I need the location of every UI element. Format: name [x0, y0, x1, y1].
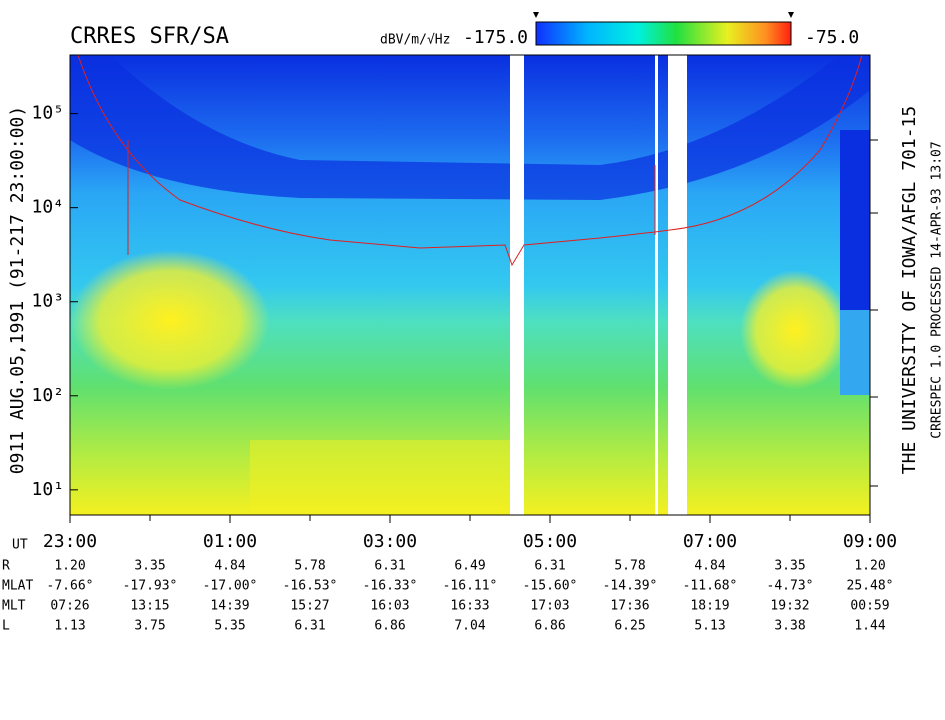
ephemeris-value: 6.25 [614, 619, 645, 634]
ephemeris-value: 19:32 [770, 599, 809, 614]
x-tick-label: 03:00 [363, 531, 417, 552]
y-tick-label: 10⁴ [31, 197, 64, 218]
ephemeris-row-label: MLT [2, 599, 26, 614]
x-tick-label: 09:00 [843, 531, 897, 552]
ephemeris-value: 13:15 [130, 599, 169, 614]
ephemeris-value: 17:03 [530, 599, 569, 614]
ephemeris-value: 1.20 [54, 559, 85, 574]
ephemeris-value: -17.93° [123, 579, 178, 594]
ephemeris-value: 4.84 [214, 559, 245, 574]
x-tick-label: 05:00 [523, 531, 577, 552]
ephemeris-value: -15.60° [523, 579, 578, 594]
ephemeris-value: 1.13 [54, 619, 85, 634]
ephemeris-value: 5.35 [214, 619, 245, 634]
ut-label: UT [12, 538, 28, 553]
x-tick-label: 01:00 [203, 531, 257, 552]
side-label: 0911 AUG.05,1991 (91-217 23:00:00) [7, 106, 28, 474]
ephemeris-value: 25.48° [847, 579, 894, 594]
ephemeris-value: -4.73° [767, 579, 814, 594]
ephemeris-value: 16:33 [450, 599, 489, 614]
ephemeris-value: -16.33° [363, 579, 418, 594]
ephemeris-value: 5.78 [614, 559, 645, 574]
ephemeris-value: -16.11° [443, 579, 498, 594]
y-tick-label: 10² [31, 385, 64, 406]
ephemeris-value: 6.31 [294, 619, 325, 634]
ephemeris-value: 6.86 [374, 619, 405, 634]
ephemeris-value: 3.75 [134, 619, 165, 634]
ephemeris-value: 16:03 [370, 599, 409, 614]
ephemeris-value: 14:39 [210, 599, 249, 614]
ephemeris-value: 07:26 [50, 599, 89, 614]
ephemeris-value: 7.04 [454, 619, 485, 634]
ephemeris-value: -11.68° [683, 579, 738, 594]
ephemeris-value: 15:27 [290, 599, 329, 614]
y-tick-label: 10⁵ [31, 103, 64, 124]
ephemeris-value: 1.44 [854, 619, 885, 634]
colorbar-limit: -175.0 [463, 27, 528, 48]
ephemeris-value: 3.35 [774, 559, 805, 574]
ephemeris-row-label: R [2, 559, 10, 574]
y-tick-label: 10³ [31, 291, 64, 312]
ephemeris-value: 6.49 [454, 559, 485, 574]
ephemeris-value: 3.35 [134, 559, 165, 574]
colorbar-limit: -75.0 [805, 27, 859, 48]
ephemeris-value: -17.00° [203, 579, 258, 594]
ephemeris-value: 1.20 [854, 559, 885, 574]
institution: THE UNIVERSITY OF IOWA/AFGL 701-15 [899, 106, 920, 474]
ephemeris-value: 6.31 [534, 559, 565, 574]
colorbar-marker [788, 12, 794, 18]
ephemeris-value: 4.84 [694, 559, 725, 574]
x-tick-label: 23:00 [43, 531, 97, 552]
ephemeris-value: 6.31 [374, 559, 405, 574]
ephemeris-value: 5.78 [294, 559, 325, 574]
ephemeris-value: 18:19 [690, 599, 729, 614]
ephemeris-value: 5.13 [694, 619, 725, 634]
colorbar [535, 21, 792, 46]
ephemeris-value: -7.66° [47, 579, 94, 594]
colorbar-marker [533, 12, 539, 18]
right-axis-ticks [870, 139, 878, 487]
spectrogram-image [69, 54, 871, 516]
ephemeris-value: 00:59 [850, 599, 889, 614]
ephemeris-row-label: L [2, 619, 10, 634]
ephemeris-value: 6.86 [534, 619, 565, 634]
ephemeris-value: -16.53° [283, 579, 338, 594]
processing-note: CRRESPEC 1.0 PROCESSED 14-APR-93 13:07 [930, 141, 945, 438]
y-tick-label: 10¹ [31, 479, 64, 500]
ephemeris-value: 3.38 [774, 619, 805, 634]
colorbar-label: dBV/m/√Hz [380, 33, 450, 48]
x-tick-label: 07:00 [683, 531, 737, 552]
ephemeris-value: 17:36 [610, 599, 649, 614]
ephemeris-row-label: MLAT [2, 579, 33, 594]
chart-title: CRRES SFR/SA [70, 24, 229, 49]
ephemeris-value: -14.39° [603, 579, 658, 594]
